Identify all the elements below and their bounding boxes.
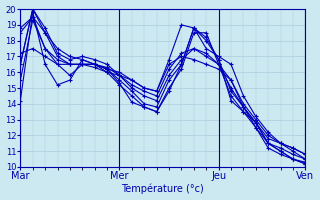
X-axis label: Température (°c): Température (°c) — [122, 184, 204, 194]
